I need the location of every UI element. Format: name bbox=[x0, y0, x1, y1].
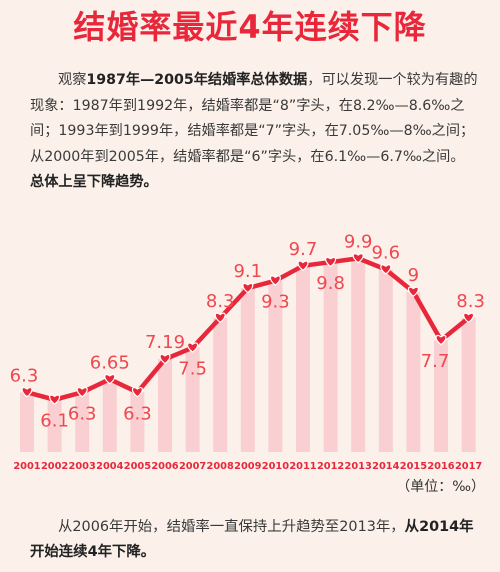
x-tick-2007: 2007 bbox=[179, 461, 206, 472]
bar-2009 bbox=[240, 288, 255, 452]
intro-bold-2: 总体上呈下降趋势。 bbox=[30, 174, 158, 190]
data-label-2009: 9.1 bbox=[233, 261, 262, 282]
x-tick-2006: 2006 bbox=[151, 461, 178, 472]
bar-2007 bbox=[185, 347, 200, 452]
footer-paragraph: 从2006年开始，结婚率一直保持上升趋势至2013年，从2014年开始连续4年下… bbox=[30, 515, 480, 565]
x-tick-2009: 2009 bbox=[234, 461, 261, 472]
unit-label: （单位：‰） bbox=[396, 479, 485, 495]
x-tick-2015: 2015 bbox=[400, 461, 427, 472]
data-label-2015: 9 bbox=[408, 265, 419, 286]
x-tick-2004: 2004 bbox=[96, 461, 123, 472]
bar-2014 bbox=[378, 269, 393, 452]
x-tick-2014: 2014 bbox=[372, 461, 399, 472]
bar-2016 bbox=[434, 340, 448, 452]
x-tick-2008: 2008 bbox=[207, 461, 234, 472]
data-label-2007: 7.5 bbox=[178, 359, 207, 380]
bar-2002 bbox=[47, 399, 62, 452]
point-2010 bbox=[269, 275, 281, 286]
bar-2012 bbox=[323, 262, 338, 452]
data-label-2010: 9.3 bbox=[261, 292, 290, 313]
data-label-2004: 6.65 bbox=[90, 352, 130, 373]
point-2016 bbox=[435, 334, 447, 346]
x-tick-2013: 2013 bbox=[345, 461, 372, 472]
data-label-2011: 9.7 bbox=[289, 239, 318, 260]
bar-2013 bbox=[351, 258, 366, 452]
data-label-2008: 8.3 bbox=[206, 291, 235, 312]
x-tick-labels-layer: 2001 2002 2003 2004 2005 2006 2007 2008 2009 2010… bbox=[13, 461, 482, 472]
point-2012 bbox=[325, 256, 337, 268]
data-label-2006: 7.19 bbox=[145, 332, 185, 353]
point-2014 bbox=[380, 264, 392, 275]
data-label-2017: 8.3 bbox=[456, 291, 485, 312]
data-label-2016: 7.7 bbox=[421, 351, 450, 372]
data-labels-layer: 6.36.16.36.656.37.197.58.39.19.39.79.89.… bbox=[10, 231, 485, 431]
x-tick-2012: 2012 bbox=[317, 461, 344, 472]
bar-2015 bbox=[406, 291, 421, 452]
bar-2001 bbox=[20, 392, 34, 452]
x-tick-2011: 2011 bbox=[289, 461, 316, 472]
point-2003 bbox=[76, 386, 88, 398]
intro-bold-1: 1987年—2005年结婚率总体数据 bbox=[86, 72, 308, 88]
bar-2003 bbox=[75, 392, 90, 452]
point-2013 bbox=[352, 253, 364, 264]
data-label-2001: 6.3 bbox=[10, 365, 39, 386]
point-2001 bbox=[21, 386, 33, 398]
x-tick-2002: 2002 bbox=[41, 461, 68, 472]
point-2005 bbox=[131, 386, 143, 398]
x-tick-2005: 2005 bbox=[124, 461, 151, 472]
bar-2008 bbox=[213, 317, 228, 452]
point-2007 bbox=[187, 342, 199, 353]
page-title: 结婚率最近4年连续下降 bbox=[73, 8, 427, 46]
bar-2006 bbox=[158, 359, 172, 452]
footer-text: 从2006年开始，结婚率一直保持上升趋势至2013年， bbox=[58, 519, 405, 535]
intro-text-2: ，可以发现一个较为有趣的现象：1987年到1992年，结婚率都是“8”字头，在8… bbox=[30, 72, 478, 165]
bar-2005 bbox=[130, 392, 145, 452]
data-label-2013: 9.9 bbox=[344, 231, 373, 252]
x-tick-2010: 2010 bbox=[262, 461, 289, 472]
x-tick-2003: 2003 bbox=[69, 461, 96, 472]
data-label-2002: 6.1 bbox=[40, 411, 69, 432]
x-tick-2016: 2016 bbox=[427, 461, 454, 472]
point-2009 bbox=[242, 282, 254, 294]
intro-text-1: 观察 bbox=[58, 72, 87, 88]
data-label-2014: 9.6 bbox=[371, 243, 400, 264]
bar-2004 bbox=[102, 379, 117, 452]
bar-2011 bbox=[296, 265, 310, 452]
intro-paragraph: 观察1987年—2005年结婚率总体数据，可以发现一个较为有趣的现象：1987年… bbox=[30, 68, 478, 196]
bar-2017 bbox=[461, 317, 476, 452]
bars-layer bbox=[20, 258, 476, 452]
markers-layer bbox=[21, 253, 475, 405]
point-2008 bbox=[214, 312, 226, 324]
x-tick-2001: 2001 bbox=[13, 461, 40, 472]
point-2002 bbox=[49, 394, 61, 405]
bar-2010 bbox=[268, 280, 283, 452]
data-label-2005: 6.3 bbox=[123, 403, 152, 424]
x-tick-2017: 2017 bbox=[455, 461, 482, 472]
point-2011 bbox=[297, 260, 309, 271]
point-2006 bbox=[159, 353, 171, 365]
point-2017 bbox=[463, 312, 475, 324]
data-label-2012: 9.8 bbox=[316, 273, 345, 294]
data-label-2003: 6.3 bbox=[68, 403, 97, 424]
point-2004 bbox=[104, 373, 116, 385]
point-2015 bbox=[407, 286, 419, 297]
footer-bold: 从2014年开始连续4年下降。 bbox=[30, 519, 474, 560]
